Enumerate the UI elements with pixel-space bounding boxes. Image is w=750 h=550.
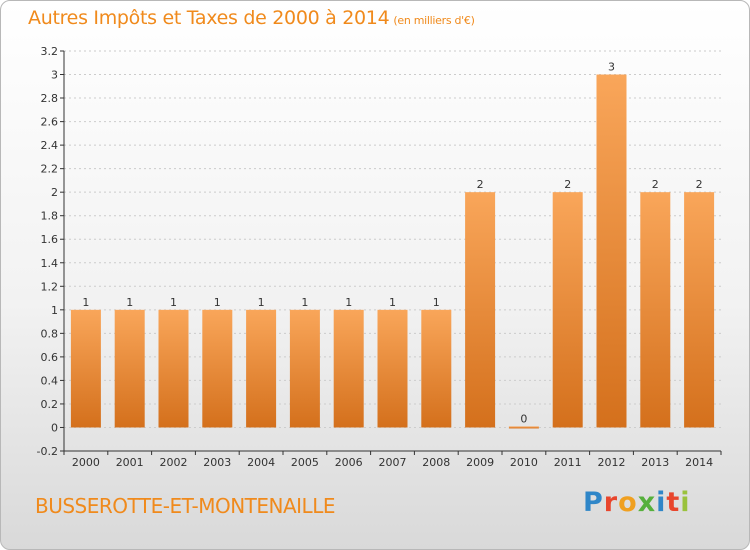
y-tick-label: 0.4	[41, 374, 59, 387]
y-tick-label: 0.2	[41, 398, 59, 411]
x-tick-label: 2003	[203, 456, 231, 469]
bar	[377, 309, 408, 428]
y-tick-label: 3.2	[41, 45, 59, 58]
data-label: 3	[608, 61, 615, 74]
data-label: 2	[696, 178, 703, 191]
logo-letter: P	[583, 487, 604, 518]
bar	[246, 309, 277, 428]
bar	[158, 309, 189, 428]
x-tick-label: 2010	[510, 456, 538, 469]
data-label: 1	[389, 296, 396, 309]
y-tick-label: 1.8	[41, 210, 59, 223]
y-tick-label: 0.8	[41, 327, 59, 340]
data-label: 1	[126, 296, 133, 309]
data-label: 1	[214, 296, 221, 309]
y-tick-label: 1	[51, 304, 58, 317]
x-tick-label: 2001	[116, 456, 144, 469]
y-tick-label: 0	[51, 421, 58, 434]
x-tick-label: 2012	[598, 456, 626, 469]
bar	[421, 309, 452, 428]
data-label: 1	[301, 296, 308, 309]
data-label: 2	[564, 178, 571, 191]
bar	[333, 309, 364, 428]
y-tick-label: 2.8	[41, 92, 59, 105]
bar	[70, 309, 101, 428]
logo-letter: i	[656, 487, 667, 518]
y-tick-label: 1.4	[41, 257, 59, 270]
logo-letter: i	[680, 487, 691, 518]
bar	[596, 74, 627, 428]
data-label: 1	[170, 296, 177, 309]
data-label: 2	[652, 178, 659, 191]
y-tick-label: 2	[51, 186, 58, 199]
bar	[202, 309, 233, 428]
logo-letter: x	[637, 487, 657, 518]
data-label: 2	[477, 178, 484, 191]
data-label: 0	[520, 412, 527, 425]
y-tick-label: 2.2	[41, 163, 59, 176]
x-tick-label: 2005	[291, 456, 319, 469]
y-tick-label: 1.6	[41, 233, 59, 246]
x-tick-label: 2009	[466, 456, 494, 469]
commune-name: BUSSEROTTE-ET-MONTENAILLE	[35, 494, 335, 518]
y-tick-label: 3	[51, 69, 58, 82]
bar	[465, 192, 496, 428]
chart-unit: (en milliers d'€)	[393, 14, 475, 27]
y-tick-label: 1.2	[41, 280, 59, 293]
data-label: 1	[82, 296, 89, 309]
x-tick-label: 2011	[554, 456, 582, 469]
bar	[552, 192, 583, 428]
y-tick-label: 2.6	[41, 116, 59, 129]
x-tick-label: 2014	[685, 456, 713, 469]
data-label: 1	[345, 296, 352, 309]
y-tick-label: 0.6	[41, 351, 59, 364]
bar	[684, 192, 715, 428]
logo-letter: t	[666, 487, 681, 518]
x-tick-label: 2006	[335, 456, 363, 469]
proxiti-logo: Proxiti	[583, 487, 691, 518]
logo-letter: o	[618, 487, 638, 518]
x-tick-label: 2002	[160, 456, 188, 469]
x-tick-label: 2004	[247, 456, 275, 469]
bar	[114, 309, 145, 428]
data-label: 1	[433, 296, 440, 309]
chart-title-text: Autres Impôts et Taxes de 2000 à 2014	[28, 7, 390, 29]
y-tick-label: 2.4	[41, 139, 59, 152]
x-tick-label: 2007	[379, 456, 407, 469]
bar	[508, 426, 539, 429]
y-tick-label: -0.2	[37, 445, 58, 458]
data-label: 1	[258, 296, 265, 309]
x-tick-label: 2013	[641, 456, 669, 469]
bar	[640, 192, 671, 428]
bar	[289, 309, 320, 428]
chart-title: Autres Impôts et Taxes de 2000 à 2014 (en…	[28, 7, 475, 29]
x-tick-label: 2000	[72, 456, 100, 469]
x-tick-label: 2008	[422, 456, 450, 469]
logo-letter: r	[603, 487, 619, 518]
